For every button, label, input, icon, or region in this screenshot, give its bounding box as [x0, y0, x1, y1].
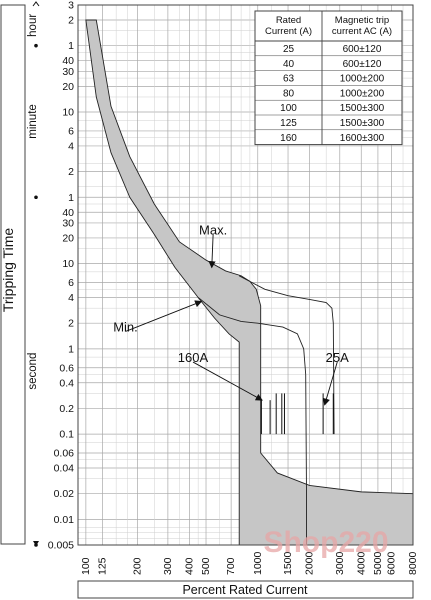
- y-tick-label: 2: [68, 15, 74, 27]
- table-cell: 100: [280, 103, 297, 114]
- table-cell: 1500±300: [340, 103, 385, 114]
- x-tick-label: 125: [97, 557, 109, 575]
- y-tick-label: 0.4: [59, 377, 74, 389]
- annotations: Max. Min. 160A 25A: [113, 222, 349, 406]
- y-tick-label: 2: [68, 166, 74, 178]
- annotation-label: Min.: [113, 319, 138, 334]
- plot-frame: [77, 4, 414, 546]
- y-tick-label: 0.1: [59, 429, 74, 441]
- table-cell: 1000±200: [340, 88, 385, 99]
- x-tick-label: 6000: [386, 551, 398, 575]
- down-arrow-icon: [33, 541, 39, 546]
- table-cell: 1600±300: [340, 133, 385, 144]
- unit-boundary-dot: [34, 195, 38, 200]
- x-tick-label: 1500: [282, 551, 294, 575]
- x-tick-label: 300: [162, 557, 174, 575]
- x-tick-label: 5000: [372, 551, 384, 575]
- y-tick-label: 4: [68, 140, 74, 152]
- grid: [78, 4, 414, 546]
- annotation-arrow: [322, 361, 338, 406]
- table-header-cell: Current (A): [265, 26, 312, 37]
- table-cell: 40: [283, 59, 295, 70]
- y-tick-label: 0.005: [48, 540, 74, 552]
- y-unit-groups: hour minute second: [27, 1, 40, 547]
- unit-label-minute: minute: [27, 104, 39, 139]
- x-tick-label: 700: [225, 557, 237, 575]
- y-tick-label: 4: [68, 292, 74, 304]
- watermark-logo: Shop220: [263, 526, 388, 559]
- y-tick-label: 3: [68, 0, 74, 12]
- x-label-frame: [77, 580, 414, 599]
- y-tick-label: 20: [62, 232, 74, 244]
- series-layer: [197, 275, 335, 545]
- y-tick-label: 0.02: [54, 488, 75, 500]
- up-arrow-icon: [32, 1, 40, 7]
- y-tick-label: 0.2: [59, 403, 74, 415]
- annotation-arrow: [125, 300, 203, 332]
- unit-label-hour: hour: [27, 14, 39, 37]
- x-tick-label: 3000: [334, 551, 346, 575]
- y-tick-label: 1: [68, 192, 74, 204]
- y-tick-label: 0.01: [54, 514, 75, 526]
- y-axis-label: Tripping Time: [0, 228, 16, 313]
- y-tick-label: 30: [62, 217, 74, 229]
- table-cell: 1500±300: [340, 118, 385, 129]
- y-tick-label: 20: [62, 81, 74, 93]
- y-tick-label: 30: [62, 66, 74, 78]
- y-tick-label: 0.6: [59, 362, 74, 374]
- series-25A-curve: [238, 275, 335, 435]
- y-tick-label: 6: [68, 125, 74, 137]
- x-tick-label: 500: [200, 557, 212, 575]
- table-header-cell: Rated: [276, 15, 301, 26]
- x-tick-label: 1000: [252, 551, 264, 575]
- annotation-label: Max.: [199, 222, 227, 237]
- table-cell: 600±120: [343, 44, 382, 55]
- y-tick-label: 6: [68, 277, 74, 289]
- table-cell: 25: [283, 44, 295, 55]
- y-tick-labels: 3214030201064214030201064210.60.40.20.10…: [48, 0, 74, 552]
- unit-label-second: second: [27, 353, 39, 390]
- y-tick-label: 10: [62, 258, 74, 270]
- annotation-label: 160A: [178, 350, 209, 365]
- table-cell: 63: [283, 74, 295, 85]
- y-tick-label: 1: [68, 40, 74, 52]
- tolerance-band-area: [85, 19, 414, 546]
- table-cell: 600±120: [343, 59, 382, 70]
- annotation-label: 25A: [326, 350, 349, 365]
- x-tick-labels: 100 125 200 300 400 500 700 1000 1500 2000 3000 400…: [80, 551, 419, 575]
- annotation-arrow: [192, 361, 263, 401]
- series-160A-curve: [197, 297, 307, 545]
- y-tick-label: 40: [62, 55, 74, 67]
- tolerance-band: [85, 19, 414, 546]
- x-tick-label: 200: [132, 557, 144, 575]
- y-tick-label: 40: [62, 207, 74, 219]
- x-tick-label: 2000: [304, 551, 316, 575]
- y-label-frame: [0, 4, 26, 545]
- table-cell: 80: [283, 88, 295, 99]
- y-tick-label: 0.04: [54, 463, 75, 475]
- table-header-cell: current AC (A): [332, 26, 392, 37]
- y-tick-label: 2: [68, 318, 74, 330]
- table-cell: 160: [280, 133, 297, 144]
- x-tick-label: 4000: [355, 551, 367, 575]
- table-cell: 125: [280, 118, 297, 129]
- unit-boundary-dot: [34, 43, 38, 48]
- table-header-cell: Magnetic trip: [335, 15, 389, 26]
- x-tick-label: 100: [80, 557, 92, 575]
- x-tick-label: 8000: [407, 551, 419, 575]
- x-tick-label: 400: [183, 557, 195, 575]
- annotation-arrow: [208, 234, 216, 269]
- y-tick-label: 1: [68, 343, 74, 355]
- table-frame: [254, 10, 403, 146]
- y-tick-label: 0.06: [54, 448, 75, 460]
- magnetic-trip-marks: [260, 393, 334, 435]
- x-axis-label: Percent Rated Current: [182, 583, 308, 597]
- y-tick-label: 10: [62, 107, 74, 119]
- table-cell: 1000±200: [340, 74, 385, 85]
